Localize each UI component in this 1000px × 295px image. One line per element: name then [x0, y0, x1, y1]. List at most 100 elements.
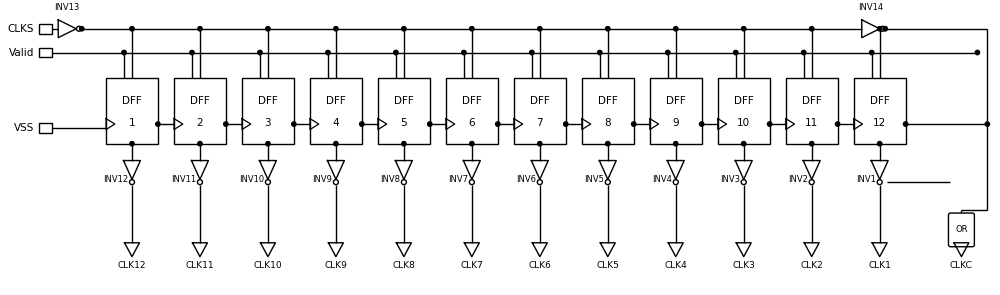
Bar	[106, 78, 158, 144]
Text: INV13: INV13	[55, 3, 80, 12]
Circle shape	[402, 142, 406, 146]
Text: CLK12: CLK12	[118, 260, 146, 270]
FancyBboxPatch shape	[948, 213, 974, 247]
Bar	[39, 47, 52, 58]
Bar	[786, 78, 838, 144]
Circle shape	[530, 50, 534, 55]
Circle shape	[326, 50, 330, 55]
Circle shape	[190, 50, 194, 55]
Text: CLK3: CLK3	[732, 260, 755, 270]
Text: OR: OR	[955, 225, 968, 235]
Circle shape	[156, 122, 160, 126]
Circle shape	[674, 142, 678, 146]
Circle shape	[877, 27, 882, 31]
Text: CLK10: CLK10	[254, 260, 282, 270]
Circle shape	[80, 27, 84, 31]
Text: 6: 6	[469, 118, 475, 128]
Circle shape	[496, 122, 500, 126]
Circle shape	[130, 27, 134, 31]
Bar	[650, 78, 702, 144]
Text: INV1: INV1	[856, 175, 876, 184]
Text: CLK7: CLK7	[460, 260, 483, 270]
Bar	[582, 78, 634, 144]
Text: DFF: DFF	[666, 96, 686, 106]
Circle shape	[666, 50, 670, 55]
Text: 4: 4	[333, 118, 339, 128]
Circle shape	[564, 122, 568, 126]
Text: 9: 9	[672, 118, 679, 128]
Text: INV4: INV4	[652, 175, 672, 184]
Circle shape	[810, 27, 814, 31]
Text: CLKC: CLKC	[950, 260, 973, 270]
Text: 10: 10	[737, 118, 750, 128]
Circle shape	[334, 142, 338, 146]
Circle shape	[632, 122, 636, 126]
Bar	[174, 78, 226, 144]
Circle shape	[122, 50, 126, 55]
Text: DFF: DFF	[394, 96, 414, 106]
Text: CLK6: CLK6	[528, 260, 551, 270]
Circle shape	[802, 50, 806, 55]
Circle shape	[292, 122, 296, 126]
Text: DFF: DFF	[190, 96, 210, 106]
Text: INV10: INV10	[239, 175, 264, 184]
Circle shape	[462, 50, 466, 55]
Circle shape	[742, 142, 746, 146]
Text: CLK9: CLK9	[324, 260, 347, 270]
Circle shape	[470, 142, 474, 146]
Text: DFF: DFF	[258, 96, 278, 106]
Text: CLK5: CLK5	[596, 260, 619, 270]
Circle shape	[742, 27, 746, 31]
Text: INV12: INV12	[103, 175, 128, 184]
Circle shape	[985, 122, 990, 126]
Circle shape	[598, 50, 602, 55]
Circle shape	[606, 27, 610, 31]
Circle shape	[538, 27, 542, 31]
Text: 11: 11	[805, 118, 818, 128]
Text: DFF: DFF	[598, 96, 618, 106]
Text: DFF: DFF	[530, 96, 550, 106]
Circle shape	[767, 122, 772, 126]
Bar	[39, 123, 52, 133]
Text: CLK4: CLK4	[664, 260, 687, 270]
Text: DFF: DFF	[326, 96, 346, 106]
Circle shape	[394, 50, 398, 55]
Circle shape	[402, 27, 406, 31]
Bar	[446, 78, 498, 144]
Circle shape	[198, 27, 202, 31]
Circle shape	[835, 122, 840, 126]
Text: INV6: INV6	[516, 175, 536, 184]
Text: VSS: VSS	[14, 123, 34, 133]
Bar	[854, 78, 906, 144]
Text: INV5: INV5	[584, 175, 604, 184]
Circle shape	[258, 50, 262, 55]
Circle shape	[224, 122, 228, 126]
Circle shape	[130, 142, 134, 146]
Text: INV2: INV2	[788, 175, 808, 184]
Bar	[514, 78, 566, 144]
Text: 7: 7	[537, 118, 543, 128]
Text: INV14: INV14	[858, 3, 883, 12]
Text: INV3: INV3	[720, 175, 740, 184]
Circle shape	[810, 142, 814, 146]
Bar	[310, 78, 362, 144]
Bar	[242, 78, 294, 144]
Text: 5: 5	[401, 118, 407, 128]
Text: CLK2: CLK2	[800, 260, 823, 270]
Text: CLK1: CLK1	[868, 260, 891, 270]
Text: INV7: INV7	[448, 175, 468, 184]
Circle shape	[883, 27, 887, 31]
Text: 1: 1	[129, 118, 135, 128]
Circle shape	[606, 142, 610, 146]
Text: DFF: DFF	[122, 96, 142, 106]
Text: CLKS: CLKS	[8, 24, 34, 34]
Circle shape	[877, 142, 882, 146]
Circle shape	[903, 122, 908, 126]
Text: 12: 12	[873, 118, 886, 128]
Text: 2: 2	[197, 118, 203, 128]
Text: DFF: DFF	[462, 96, 482, 106]
Circle shape	[674, 27, 678, 31]
Circle shape	[198, 142, 202, 146]
Text: INV9: INV9	[312, 175, 332, 184]
Text: 8: 8	[604, 118, 611, 128]
